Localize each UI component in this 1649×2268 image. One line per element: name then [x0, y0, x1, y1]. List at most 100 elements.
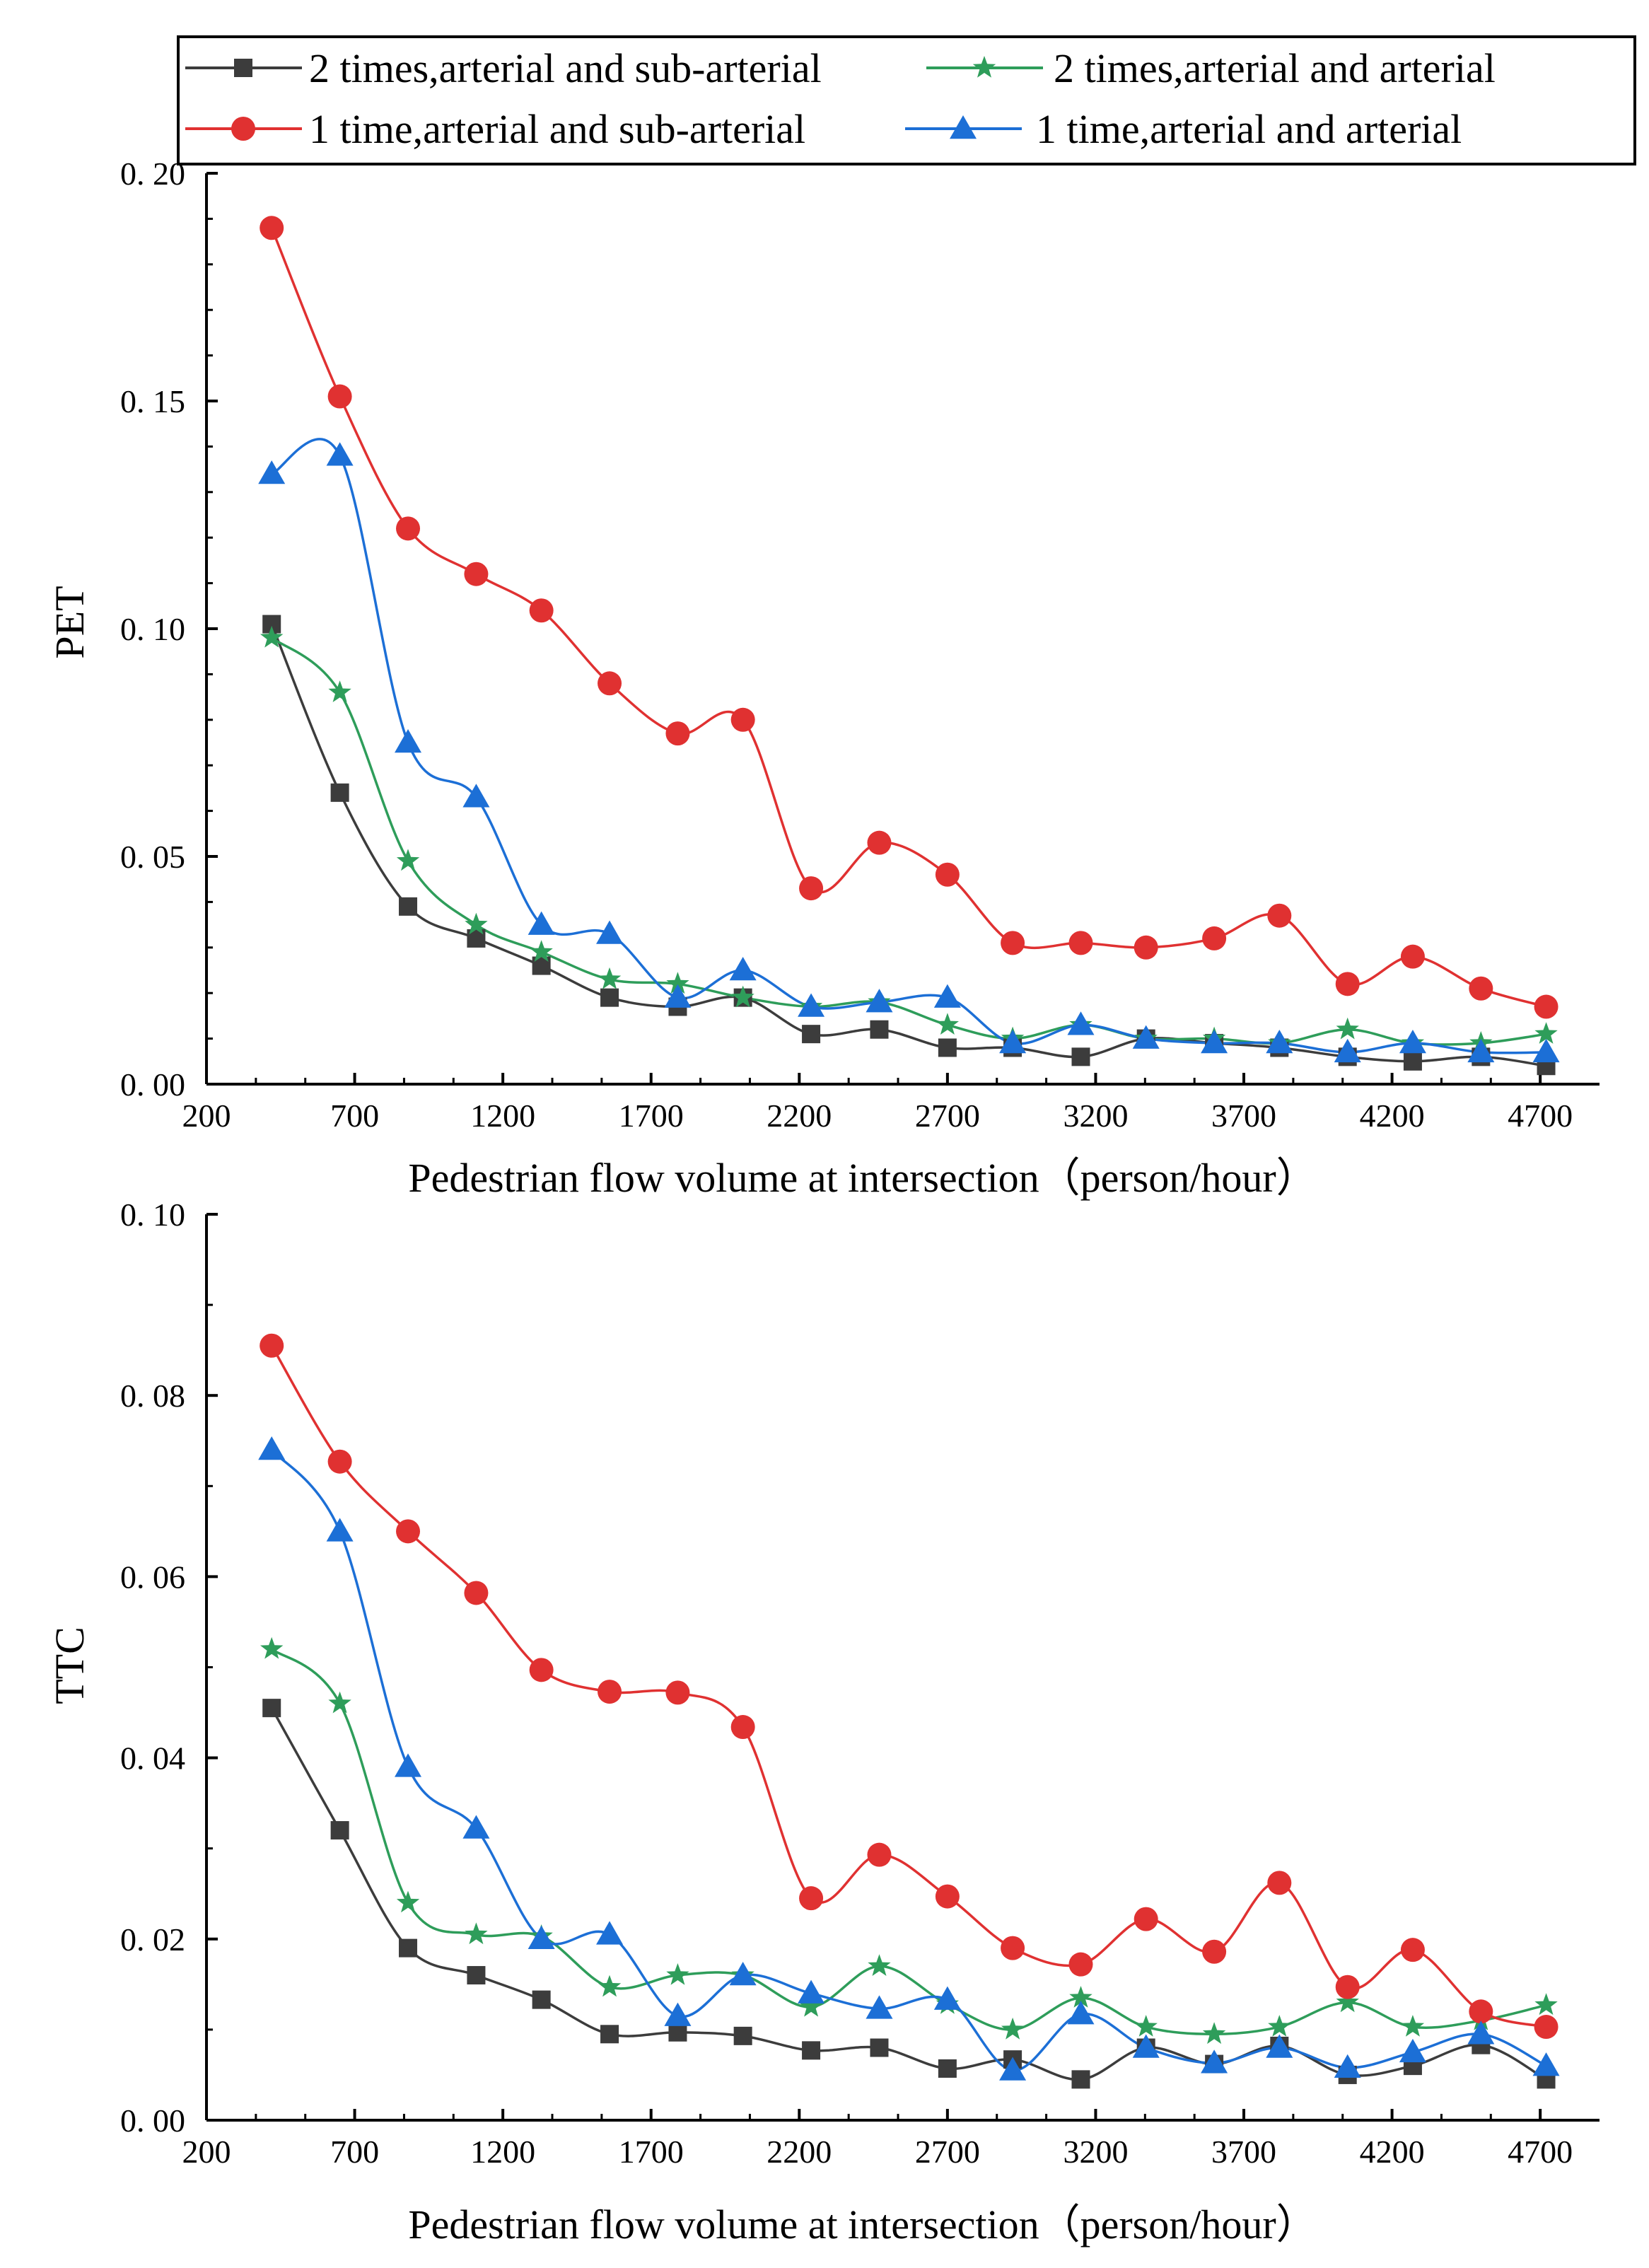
data-point-star [260, 625, 284, 648]
legend-label: 2 times,arterial and sub-arterial [309, 45, 822, 91]
data-point-circle [327, 384, 352, 409]
data-point-circle [935, 1884, 960, 1909]
y-tick-label: 0. 02 [120, 1921, 185, 1958]
data-point-triangle [1532, 2052, 1560, 2076]
data-point-square [600, 2025, 619, 2044]
legend-label: 1 time,arterial and arterial [1036, 106, 1462, 152]
data-point-star [1401, 2015, 1425, 2037]
x-tick-label: 2200 [767, 1098, 832, 1134]
data-point-circle [396, 1519, 421, 1544]
x-tick-label: 2200 [767, 2134, 832, 2170]
series-line [270, 1707, 1547, 2081]
data-point-triangle [933, 1986, 961, 2010]
data-point-triangle [1201, 2049, 1228, 2074]
data-point-square [330, 783, 349, 802]
x-tick-label: 700 [330, 2134, 379, 2170]
data-point-triangle [326, 442, 354, 466]
y-tick-label: 0. 10 [120, 611, 185, 647]
data-point-square [1071, 2070, 1090, 2089]
data-point-star [1202, 2022, 1226, 2045]
x-tick-label: 1700 [619, 1098, 684, 1134]
data-point-triangle [258, 460, 286, 484]
data-point-triangle [933, 984, 961, 1008]
x-tick-label: 700 [330, 1098, 379, 1134]
data-point-square [600, 988, 619, 1007]
data-point-circle [1534, 994, 1558, 1019]
data-point-triangle [1132, 2034, 1160, 2058]
data-point-triangle [866, 989, 893, 1013]
data-point-circle [598, 671, 622, 696]
data-point-circle [1267, 1871, 1292, 1895]
data-point-circle [529, 598, 554, 623]
y-tick-label: 0. 08 [120, 1378, 185, 1414]
data-point-star [396, 849, 420, 871]
data-point-triangle [999, 1030, 1027, 1054]
ttc-chart: 0. 00 0. 02 0. 04 0. 06 0. 08 0. 10 200 700 1200… [47, 1197, 1600, 2247]
data-point-star [530, 940, 553, 962]
data-point-circle [1001, 1936, 1025, 1960]
data-point-triangle [798, 993, 825, 1017]
data-point-circle [396, 516, 421, 541]
data-point-star [666, 1963, 689, 1985]
data-point-circle [1267, 903, 1292, 928]
data-point-circle [1400, 1938, 1425, 1962]
data-point-circle [799, 876, 824, 901]
data-point-star [799, 1994, 823, 2017]
data-point-star [868, 1954, 891, 1976]
data-point-triangle [866, 1995, 893, 2019]
x-tick-label: 2700 [915, 2134, 980, 2170]
data-point-circle [1134, 935, 1158, 960]
data-point-square [467, 929, 486, 948]
data-point-star [666, 972, 689, 994]
data-point-circle [1202, 926, 1227, 950]
series-line [271, 438, 1546, 1054]
data-point-square [870, 1020, 889, 1039]
data-point-star [598, 1975, 622, 1997]
data-point-circle [1068, 1952, 1093, 1977]
data-point-circle [464, 562, 489, 586]
y-axis-title: PET [47, 586, 93, 658]
data-point-triangle [729, 1962, 757, 1986]
data-point-triangle [1399, 1030, 1426, 1054]
data-point-circle [1134, 1907, 1158, 1931]
x-tick-label: 3200 [1063, 1098, 1128, 1134]
data-point-star [1134, 2015, 1158, 2037]
data-point-triangle [999, 2057, 1027, 2081]
x-tick-label: 200 [182, 1098, 231, 1134]
data-point-star [396, 1890, 420, 1913]
data-point-square [467, 1966, 486, 1985]
data-point-circle [730, 1715, 755, 1740]
data-point-star [731, 985, 754, 1008]
data-point-triangle [528, 1925, 555, 1950]
data-point-square [1403, 1052, 1422, 1071]
data-point-square [532, 956, 551, 975]
x-tick-label: 1200 [470, 2134, 535, 2170]
data-point-square [870, 2038, 889, 2057]
data-point-star [260, 1636, 284, 1659]
data-point-triangle [596, 1921, 624, 1945]
series-layer [258, 1333, 1560, 2089]
data-point-star [1534, 1993, 1558, 2016]
legend-label: 2 times,arterial and arterial [1054, 45, 1496, 91]
x-tick-label: 4700 [1508, 2134, 1573, 2170]
data-point-circle [1001, 931, 1025, 955]
legend-marker-star [972, 56, 996, 78]
data-point-star [1069, 1986, 1092, 2008]
x-tick-label: 3700 [1211, 1098, 1276, 1134]
data-point-square [399, 1938, 418, 1958]
data-point-triangle [1334, 2054, 1361, 2078]
data-point-square [532, 1990, 551, 2009]
x-tick-label: 4200 [1360, 1098, 1425, 1134]
data-point-circle [1469, 1999, 1493, 2024]
data-point-triangle [596, 920, 624, 944]
data-point-triangle [1067, 1011, 1095, 1035]
data-point-triangle [395, 729, 422, 753]
data-point-circle [598, 1680, 622, 1704]
data-point-square [668, 2023, 687, 2042]
data-point-star [328, 1691, 351, 1714]
data-point-circle [1335, 1975, 1360, 1999]
series-line [271, 1648, 1546, 2036]
y-tick-label: 0. 20 [120, 156, 185, 192]
x-tick-label: 3200 [1063, 2134, 1128, 2170]
data-point-star [936, 1013, 959, 1035]
